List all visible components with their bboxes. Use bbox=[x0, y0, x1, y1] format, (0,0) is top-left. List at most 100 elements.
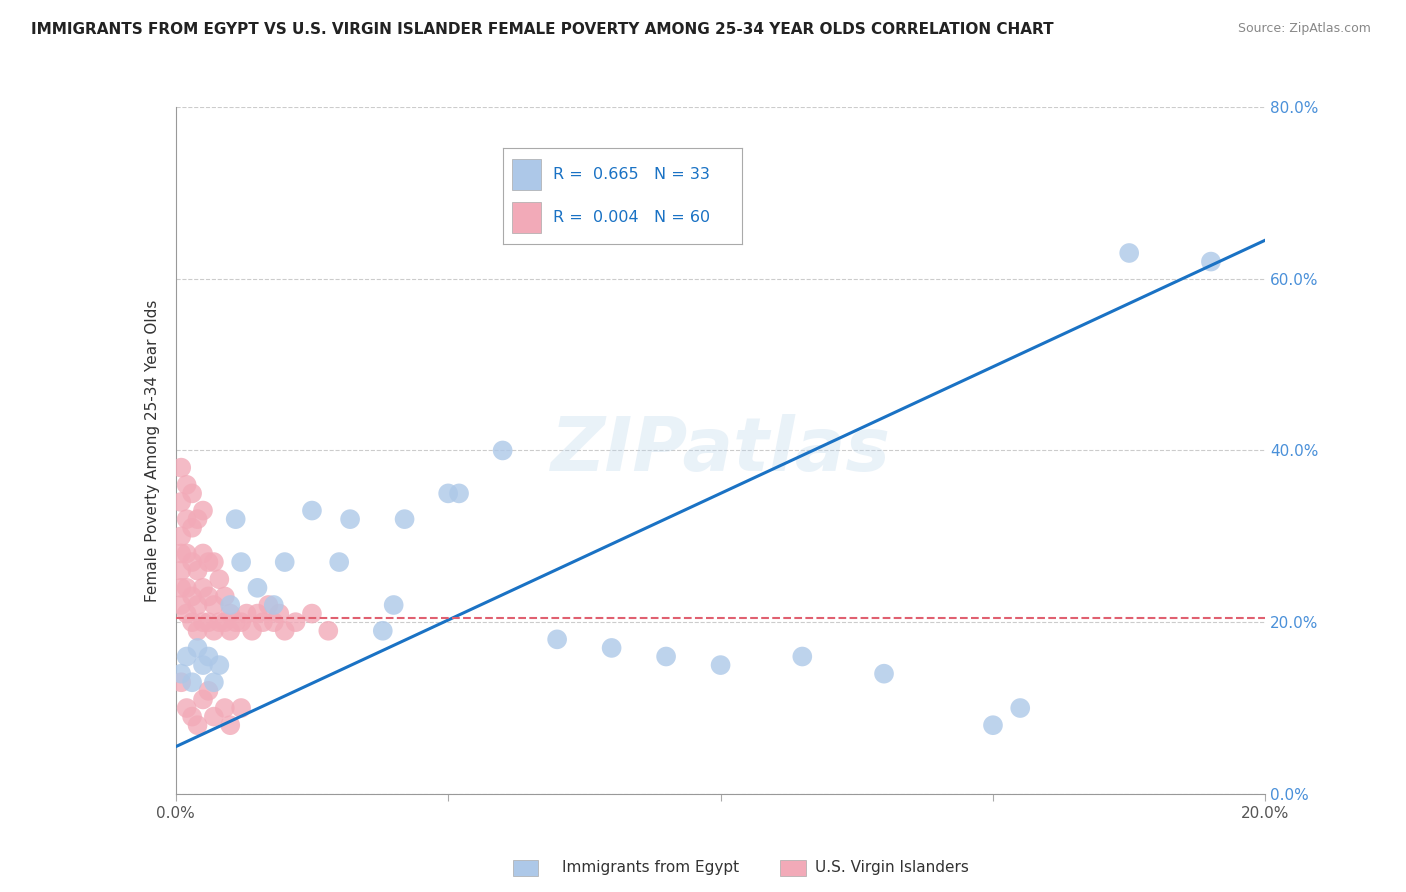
Point bbox=[394, 512, 416, 526]
Point bbox=[170, 564, 193, 578]
Point bbox=[170, 675, 193, 690]
Point bbox=[492, 443, 515, 458]
Point bbox=[176, 581, 198, 595]
Point bbox=[219, 718, 242, 732]
Point bbox=[1199, 254, 1222, 268]
Point bbox=[170, 598, 193, 612]
Text: U.S. Virgin Islanders: U.S. Virgin Islanders bbox=[815, 860, 969, 874]
Text: IMMIGRANTS FROM EGYPT VS U.S. VIRGIN ISLANDER FEMALE POVERTY AMONG 25-34 YEAR OL: IMMIGRANTS FROM EGYPT VS U.S. VIRGIN ISL… bbox=[31, 22, 1053, 37]
Point bbox=[1010, 701, 1032, 715]
Point bbox=[246, 607, 269, 621]
Text: Immigrants from Egypt: Immigrants from Egypt bbox=[562, 860, 740, 874]
Point bbox=[214, 615, 236, 630]
Point bbox=[792, 649, 814, 664]
Point bbox=[197, 683, 219, 698]
Point bbox=[600, 640, 623, 655]
Point bbox=[710, 658, 733, 673]
Point bbox=[181, 675, 204, 690]
Point bbox=[214, 590, 236, 604]
Point bbox=[214, 701, 236, 715]
Point bbox=[328, 555, 350, 569]
Point bbox=[197, 615, 219, 630]
Text: ZIPatlas: ZIPatlas bbox=[551, 414, 890, 487]
Point bbox=[202, 598, 225, 612]
Point bbox=[202, 624, 225, 638]
Point bbox=[546, 632, 568, 647]
Point bbox=[170, 666, 193, 681]
Point bbox=[231, 615, 253, 630]
Point bbox=[263, 615, 285, 630]
Point bbox=[170, 460, 193, 475]
Point bbox=[181, 555, 204, 569]
Point bbox=[197, 555, 219, 569]
Point bbox=[186, 512, 209, 526]
Point bbox=[318, 624, 340, 638]
Point bbox=[181, 615, 204, 630]
Point bbox=[170, 529, 193, 543]
Point bbox=[176, 607, 198, 621]
Point bbox=[246, 581, 269, 595]
Point bbox=[274, 624, 297, 638]
Point bbox=[186, 564, 209, 578]
Point bbox=[181, 486, 204, 500]
Point bbox=[1118, 246, 1140, 260]
Point bbox=[181, 709, 204, 723]
Point bbox=[170, 546, 193, 561]
Point bbox=[301, 607, 323, 621]
Point bbox=[191, 692, 214, 706]
Point bbox=[191, 615, 214, 630]
Point bbox=[981, 718, 1004, 732]
Point bbox=[181, 521, 204, 535]
Point bbox=[240, 624, 263, 638]
Point bbox=[186, 718, 209, 732]
Point bbox=[181, 590, 204, 604]
Point bbox=[284, 615, 307, 630]
Point bbox=[225, 512, 247, 526]
Text: Source: ZipAtlas.com: Source: ZipAtlas.com bbox=[1237, 22, 1371, 36]
Point bbox=[873, 666, 896, 681]
Point bbox=[219, 607, 242, 621]
Point bbox=[186, 598, 209, 612]
Point bbox=[176, 701, 198, 715]
Point bbox=[371, 624, 394, 638]
Point bbox=[197, 649, 219, 664]
FancyBboxPatch shape bbox=[512, 202, 541, 233]
Point bbox=[437, 486, 460, 500]
Point bbox=[263, 598, 285, 612]
Point bbox=[235, 607, 257, 621]
Point bbox=[655, 649, 678, 664]
Point bbox=[197, 590, 219, 604]
Point bbox=[176, 512, 198, 526]
Text: R =  0.004   N = 60: R = 0.004 N = 60 bbox=[553, 210, 710, 225]
Point bbox=[170, 581, 193, 595]
Point bbox=[382, 598, 405, 612]
Point bbox=[269, 607, 291, 621]
Point bbox=[252, 615, 274, 630]
Point bbox=[225, 615, 247, 630]
Point bbox=[231, 555, 253, 569]
Point bbox=[202, 709, 225, 723]
Point bbox=[208, 572, 231, 586]
Point bbox=[301, 503, 323, 517]
Point bbox=[208, 658, 231, 673]
Point bbox=[176, 546, 198, 561]
FancyBboxPatch shape bbox=[512, 159, 541, 190]
Point bbox=[257, 598, 280, 612]
Point bbox=[202, 675, 225, 690]
Point bbox=[208, 615, 231, 630]
Point bbox=[176, 478, 198, 492]
Point bbox=[176, 649, 198, 664]
Text: R =  0.665   N = 33: R = 0.665 N = 33 bbox=[553, 167, 710, 182]
Point bbox=[447, 486, 470, 500]
Point bbox=[186, 640, 209, 655]
Point bbox=[274, 555, 297, 569]
Point bbox=[231, 701, 253, 715]
Point bbox=[219, 624, 242, 638]
Point bbox=[202, 555, 225, 569]
Point bbox=[170, 495, 193, 509]
Point bbox=[191, 546, 214, 561]
Point bbox=[186, 624, 209, 638]
Point bbox=[191, 658, 214, 673]
Point bbox=[191, 503, 214, 517]
Y-axis label: Female Poverty Among 25-34 Year Olds: Female Poverty Among 25-34 Year Olds bbox=[145, 300, 160, 601]
